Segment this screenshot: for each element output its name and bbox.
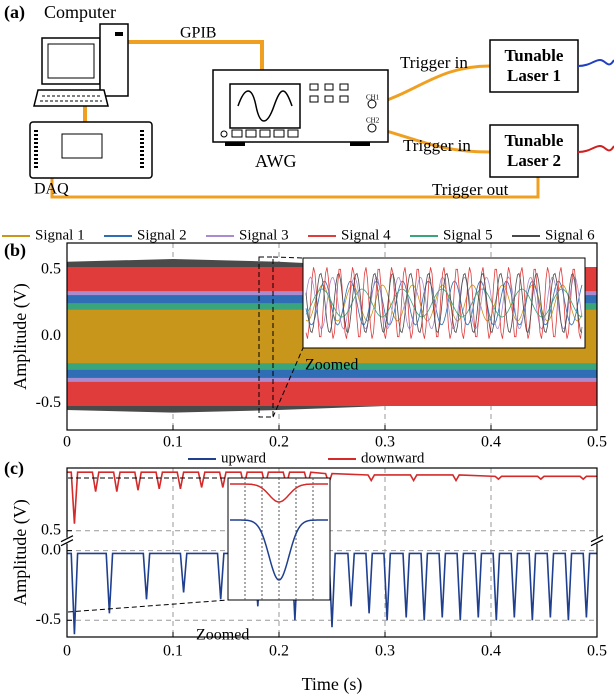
ch1-label: CH1 — [366, 94, 380, 102]
legend-label: Signal 4 — [341, 227, 391, 243]
zoom-box — [258, 256, 274, 418]
ch2-port — [367, 123, 377, 133]
inset-trace — [305, 272, 583, 334]
chip — [61, 133, 103, 159]
ch2-wire — [375, 126, 491, 154]
foot — [350, 142, 370, 146]
legend-label: upward — [221, 450, 266, 466]
axis-break-gap — [64, 537, 70, 544]
tower — [99, 23, 129, 97]
trigger-in-label: Trigger in — [400, 53, 468, 72]
inset-trace — [305, 276, 583, 330]
legend-label: Signal 2 — [137, 227, 187, 243]
awg-label: AWG — [255, 151, 297, 171]
laser-label: Tunable — [505, 131, 564, 150]
trigger-in-label: Trigger in — [403, 136, 471, 155]
foot — [225, 142, 245, 146]
legend-label: downward — [361, 450, 425, 466]
frame — [66, 467, 598, 638]
trigger-out-wire — [50, 176, 540, 199]
ch1-port — [367, 99, 377, 109]
laser-label: Tunable — [505, 46, 564, 65]
zoom-connector — [67, 599, 229, 613]
x-tick-label: 0.1 — [163, 434, 183, 451]
x-tick-label: 0.3 — [375, 643, 395, 660]
inset-trace — [230, 519, 328, 581]
inset-trace — [230, 483, 328, 503]
annotation: Zoomed — [196, 627, 249, 644]
y-axis-label: Amplitude (V) — [10, 283, 31, 389]
computer-label: Computer — [44, 2, 116, 22]
panel-label: (c) — [4, 458, 24, 479]
awg-buttons — [231, 129, 299, 138]
drive — [115, 32, 123, 36]
panel-label: (a) — [4, 2, 25, 23]
diagram: (a) Computer DAQ GPIB CH1 CH2 AWG Trigge… — [4, 2, 614, 199]
x-tick-label: 0.5 — [587, 643, 607, 660]
awg-keys — [309, 83, 349, 103]
x-tick-label: 0.1 — [163, 643, 183, 660]
legend-label: Signal 6 — [545, 227, 595, 243]
daq-label: DAQ — [34, 181, 69, 198]
x-tick-label: 0.5 — [587, 434, 607, 451]
chart: (b) 0 0.1 0.2 0.3 0.4 0.5 -0.5 0.0 0.5 Amplitude (… — [2, 227, 607, 451]
x-tick-label: 0 — [63, 643, 71, 660]
x-tick-label: 0.2 — [269, 434, 289, 451]
y-tick-label: 0.5 — [41, 521, 61, 538]
awg-wave — [237, 90, 293, 122]
y-tick-label: -0.5 — [36, 394, 61, 411]
ch2-label: CH2 — [366, 117, 380, 125]
y-axis-label: Amplitude (V) — [10, 499, 31, 605]
legend-label: Signal 1 — [35, 227, 85, 243]
trace — [67, 471, 597, 524]
x-tick-label: 0.4 — [481, 434, 501, 451]
zoom-connector — [272, 256, 304, 259]
laser-output — [577, 144, 614, 153]
screen — [47, 43, 95, 79]
zoom-connector — [272, 347, 304, 418]
laser-label: Laser 1 — [507, 66, 561, 85]
legend-label: Signal 5 — [443, 227, 493, 243]
plot-area — [67, 471, 597, 635]
power — [220, 130, 228, 138]
chart: (c) 0 0.1 0.2 0.3 0.4 0.5 -0.5 0.0 0.5 Amplitude (… — [4, 450, 607, 695]
x-tick-label: 0 — [63, 434, 71, 451]
legend-label: Signal 3 — [239, 227, 289, 243]
gpib-wire — [127, 40, 264, 70]
laser-output — [577, 58, 614, 67]
laser-label: Laser 2 — [507, 151, 561, 170]
inset-trace — [305, 267, 583, 339]
ch1-wire — [375, 64, 491, 106]
y-tick-label: 0.0 — [41, 541, 61, 558]
axis-break — [60, 535, 74, 547]
pins — [34, 130, 144, 170]
y-tick-label: 0.0 — [41, 327, 61, 344]
y-tick-label: -0.5 — [36, 611, 61, 628]
laser-1-box — [489, 39, 579, 93]
trace — [67, 552, 597, 635]
frame — [66, 242, 598, 431]
gpib-label: GPIB — [180, 25, 216, 42]
axis-break-gap — [594, 537, 600, 544]
panel-label: (b) — [4, 240, 26, 261]
y-tick-label: 0.5 — [41, 260, 61, 277]
laser-2-box — [489, 124, 579, 178]
keys — [40, 95, 102, 102]
x-tick-label: 0.2 — [269, 643, 289, 660]
keyboard — [33, 89, 109, 107]
trigger-out-label: Trigger out — [432, 180, 509, 199]
x-tick-label: 0.3 — [375, 434, 395, 451]
x-axis-label: Time (s) — [302, 674, 363, 695]
x-tick-label: 0.4 — [481, 643, 501, 660]
annotation: Zoomed — [305, 357, 358, 374]
axis-break — [590, 535, 604, 547]
